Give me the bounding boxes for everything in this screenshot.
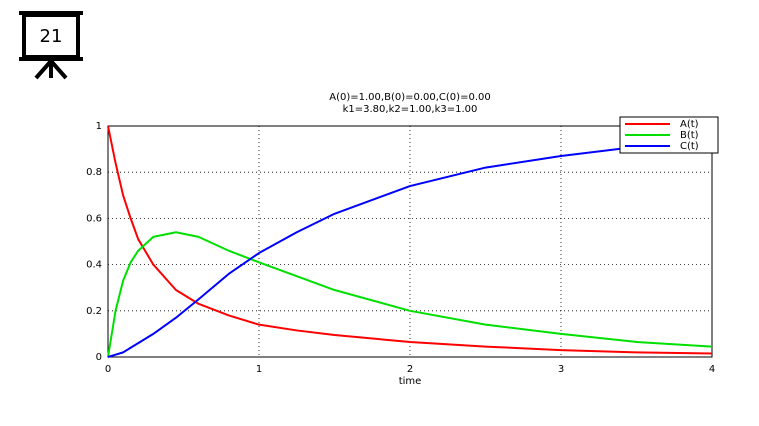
- x-axis-label: time: [399, 376, 422, 387]
- legend-label: A(t): [680, 119, 699, 130]
- slide-number: 21: [40, 26, 63, 47]
- data-line: [107, 231, 713, 358]
- y-tick-label: 0.4: [86, 260, 102, 271]
- x-tick-label: 4: [709, 364, 715, 375]
- legend-label: C(t): [680, 141, 699, 152]
- plot-frame: [107, 125, 713, 358]
- icon-leg: [34, 59, 53, 80]
- x-tick-label: 3: [558, 364, 564, 375]
- icon-leg: [49, 59, 68, 80]
- chart-subtitle: k1=3.80,k2=1.00,k3=1.00: [343, 104, 478, 115]
- x-tick-label: 2: [407, 364, 413, 375]
- legend-label: B(t): [680, 130, 699, 141]
- chart-title: A(0)=1.00,B(0)=0.00,C(0)=0.00: [329, 92, 490, 103]
- y-tick-label: 0.2: [86, 306, 102, 317]
- x-tick-label: 1: [256, 364, 262, 375]
- y-tick-label: 0.8: [86, 167, 102, 178]
- data-line: [107, 125, 713, 355]
- y-tick-label: 0: [96, 352, 102, 363]
- data-line: [107, 138, 713, 358]
- x-tick-label: 0: [105, 364, 111, 375]
- y-tick-label: 1: [96, 121, 102, 132]
- y-tick-label: 0.6: [86, 213, 102, 224]
- slide-icon: 21: [19, 11, 83, 80]
